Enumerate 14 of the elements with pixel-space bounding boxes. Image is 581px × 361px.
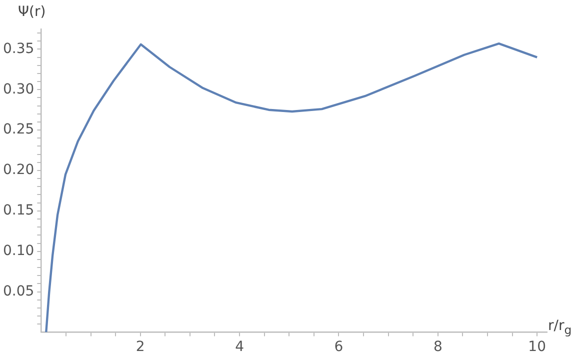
y-tick-label: 0.20 (3, 162, 34, 178)
y-tick-label: 0.25 (3, 122, 34, 138)
x-tick-label: 2 (136, 339, 145, 356)
x-tick-label: 4 (235, 339, 244, 356)
x-tick-label: 10 (528, 339, 546, 356)
y-tick-label: 0.35 (3, 40, 34, 57)
y-tick-label: 0.30 (3, 81, 34, 98)
y-tick-label: 0.10 (3, 242, 34, 259)
y-tick-label: 0.15 (3, 202, 34, 219)
y-tick-label: 0.05 (3, 283, 34, 300)
x-axis-title: r/r$_{g}$ (548, 318, 572, 337)
x-tick-label: 8 (433, 339, 442, 356)
y-axis-title: Ψ(r) (18, 4, 46, 20)
x-tick-label: 6 (334, 339, 344, 356)
